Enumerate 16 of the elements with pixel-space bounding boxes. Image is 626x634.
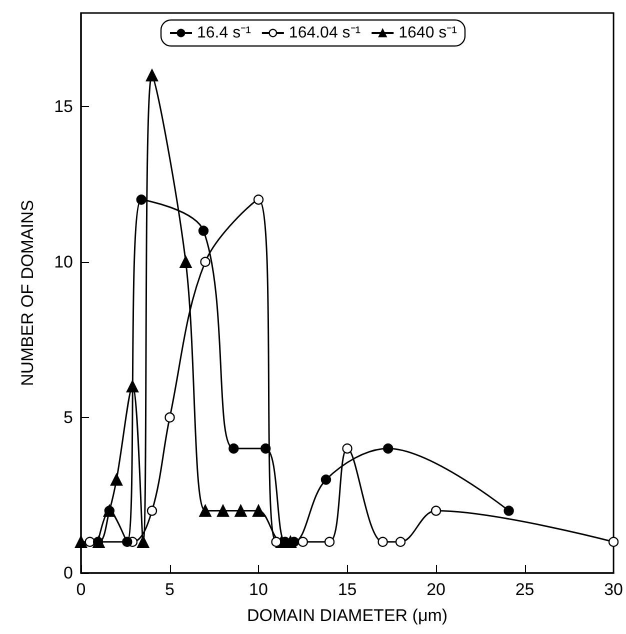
- x-tick-label: 20: [426, 580, 446, 599]
- legend-label: 16.4 s⁻¹: [197, 24, 251, 42]
- x-tick-label: 0: [76, 580, 86, 599]
- legend-label: 164.04 s⁻¹: [288, 24, 361, 42]
- x-axis-title: DOMAIN DIAMETER (μm): [246, 606, 448, 625]
- y-tick-label: 5: [64, 408, 73, 427]
- x-tick-label: 15: [338, 580, 357, 599]
- legend-label: 1640 s⁻¹: [398, 24, 458, 42]
- y-axis-title: NUMBER OF DOMAINS: [18, 200, 37, 386]
- x-tick-label: 5: [165, 580, 174, 599]
- x-tick-label: 10: [249, 580, 268, 599]
- y-tick-label: 15: [54, 96, 73, 116]
- x-tick-label: 30: [604, 580, 624, 599]
- y-tick-label: 10: [54, 252, 73, 272]
- y-tick-label: 0: [64, 564, 73, 582]
- x-tick-label: 25: [515, 580, 534, 599]
